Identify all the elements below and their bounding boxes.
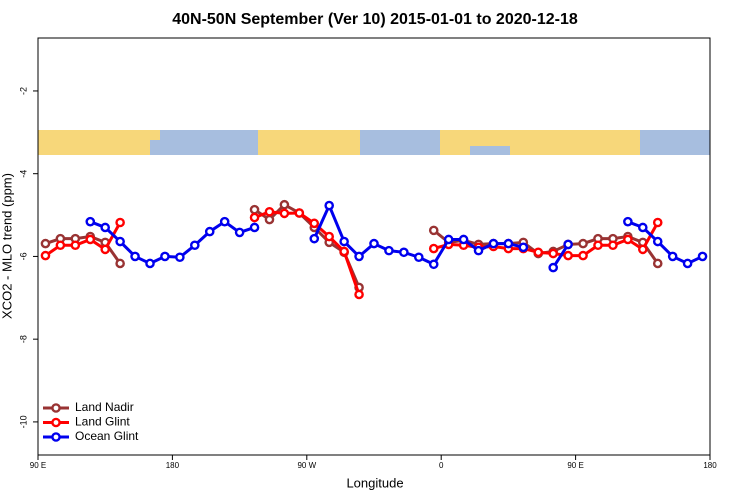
point [294,208,305,218]
point [309,218,320,229]
point [563,250,573,261]
point [399,247,409,258]
point [667,251,678,262]
point [40,250,51,261]
point [249,222,260,233]
point [264,206,275,217]
point [384,245,394,256]
point [473,245,484,256]
y-tick-label: -4 [18,170,28,178]
point [339,236,349,247]
point [115,236,125,247]
x-tick-label: 90 E [30,461,46,470]
point [70,240,81,251]
point [55,240,66,251]
point [324,231,335,242]
point [219,216,230,227]
legend-label: Ocean Glint [75,429,139,443]
x-tick-label: 180 [166,461,180,470]
point [189,240,200,251]
plot-frame [37,37,711,456]
point [533,247,544,258]
point [309,233,320,244]
x-tick-label: 180 [703,461,717,470]
point [279,208,290,219]
point [160,251,170,262]
point [428,243,439,254]
map-strip [38,130,710,155]
point [100,222,110,233]
point [488,238,499,249]
x-axis-label: Longitude [346,475,403,490]
point [339,246,349,257]
point [264,214,275,225]
point [548,248,559,259]
point [458,234,469,245]
point [130,251,140,262]
point [85,234,96,245]
point [623,216,633,227]
chart-title: 40N-50N September (Ver 10) 2015-01-01 to… [172,11,578,28]
y-tick-label: -10 [18,415,28,428]
point [354,289,364,300]
legend-marker [51,417,61,428]
point [578,250,588,261]
legend-marker [51,432,61,442]
y-tick-label: -2 [18,87,28,95]
point [682,258,693,269]
point [249,212,260,223]
point [279,199,290,210]
point [324,200,335,211]
point [623,234,633,245]
point [428,225,439,236]
point [548,262,559,273]
legend-label: Land Nadir [75,400,134,414]
point [697,251,708,262]
point [518,242,529,253]
point [115,217,125,228]
point [85,216,96,227]
legend-label: Land Glint [75,415,130,429]
legend-marker [51,403,61,413]
point [100,244,110,255]
y-tick-label: -8 [18,335,28,343]
point [503,238,514,249]
point [40,238,51,249]
y-tick-label: -6 [18,252,28,260]
x-tick-label: 90 E [567,461,583,470]
point [578,238,588,249]
point [249,204,260,215]
point [608,240,618,251]
x-tick-label: 0 [439,461,444,470]
point [369,238,379,249]
point [428,259,439,270]
point [204,226,215,237]
point [652,236,663,247]
point [652,217,663,228]
y-axis-label: XCO2 - MLO trend (ppm) [0,173,14,319]
point [652,258,663,269]
point [145,258,155,269]
point [413,252,424,263]
point [354,251,364,262]
point [234,227,245,238]
point [443,234,454,245]
point [638,244,648,255]
point [593,240,603,251]
x-tick-label: 90 W [297,461,316,470]
point [563,239,573,250]
point [175,252,185,263]
point [638,222,648,233]
point [115,258,125,269]
